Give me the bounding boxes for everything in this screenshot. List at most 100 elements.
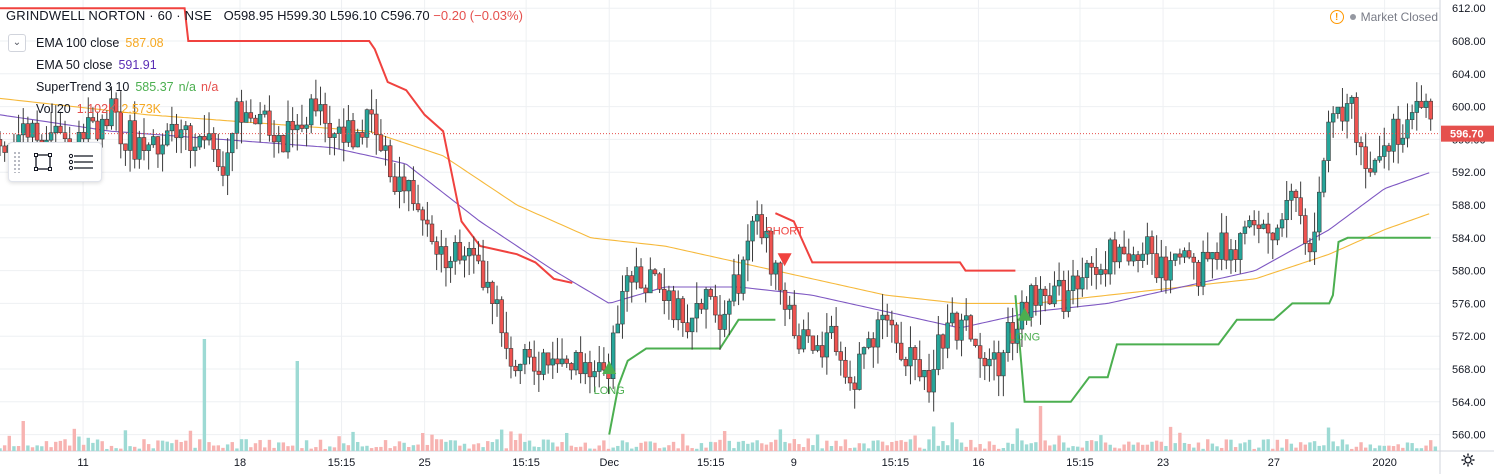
volume-bar: [574, 447, 578, 451]
market-status[interactable]: ! Market Closed: [1329, 10, 1438, 24]
volume-bar: [1182, 442, 1187, 451]
volume-bar: [453, 440, 457, 451]
volume-bar: [936, 445, 941, 451]
volume-bar: [1377, 445, 1382, 451]
candle-body: [192, 146, 198, 151]
y-tick-label: 608.00: [1452, 36, 1486, 48]
candle-body: [216, 149, 221, 168]
volume-bar: [797, 444, 801, 451]
volume-bar: [337, 436, 341, 451]
candle-body: [1117, 246, 1122, 263]
legend-row-volume[interactable]: Vol 20 1.102K 2.573K: [8, 98, 218, 120]
candle-body: [959, 319, 964, 341]
candle-body: [346, 120, 351, 143]
legend-row-supertrend[interactable]: SuperTrend 3 10 585.37 n/a n/a: [8, 76, 218, 98]
candle-body: [875, 319, 881, 348]
volume-bar: [1178, 432, 1182, 451]
legend-row-ema100[interactable]: ⌄ EMA 100 close 587.08: [8, 32, 218, 54]
candle-body: [824, 332, 830, 358]
volume-bar: [1071, 446, 1075, 451]
candle-body: [583, 362, 588, 375]
volume-bar: [922, 448, 927, 451]
volume-bar: [913, 435, 917, 451]
volume-bar: [1410, 443, 1414, 451]
candle-body: [773, 262, 778, 275]
volume-bar: [1331, 441, 1335, 451]
volume-bar: [119, 448, 123, 451]
volume-bar: [918, 447, 922, 451]
volume-bar: [834, 440, 838, 451]
long-signal-label: LONG: [1009, 332, 1040, 344]
candle-body: [1400, 137, 1406, 145]
candle-body: [62, 132, 68, 140]
volume-bar: [1010, 443, 1015, 451]
volume-bar: [551, 442, 555, 451]
symbol-title[interactable]: GRINDWELL NORTON · 60 · NSE: [6, 8, 212, 23]
candle-body: [703, 289, 709, 310]
volume-bar: [1210, 443, 1215, 451]
candle-body: [262, 110, 267, 115]
volume-bar: [1382, 445, 1386, 451]
candle-body: [1029, 285, 1034, 318]
volume-bar: [290, 445, 295, 451]
long-signal-arrow: [602, 361, 617, 374]
volume-bar: [1089, 440, 1094, 451]
gear-icon[interactable]: [1460, 452, 1476, 468]
volume-bar: [1391, 446, 1396, 451]
candle-body: [411, 180, 416, 205]
candle-body: [1372, 159, 1378, 173]
volume-bar: [434, 439, 439, 451]
candle-body: [1219, 232, 1224, 260]
volume-bar: [379, 446, 383, 451]
volume-bar: [54, 441, 58, 451]
volume-bar: [727, 440, 731, 451]
volume-bar: [1433, 446, 1438, 451]
volume-bar: [230, 442, 234, 451]
volume-bar: [1164, 445, 1168, 451]
volume-bar: [1303, 444, 1307, 451]
candle-body: [86, 117, 91, 140]
volume-bar: [1373, 448, 1377, 451]
drag-handle[interactable]: [13, 151, 21, 173]
candle-body: [912, 347, 918, 360]
volume-bar: [769, 442, 773, 451]
candle-body: [629, 275, 634, 283]
volume-bar: [899, 440, 903, 451]
candle-body: [355, 132, 360, 148]
candle-body: [471, 247, 477, 256]
volume-bar: [374, 447, 378, 451]
candle-body: [322, 104, 328, 124]
volume-bar: [1266, 439, 1270, 451]
x-tick-label: 11: [77, 457, 88, 469]
candle-body: [1289, 190, 1294, 201]
candle-body: [439, 246, 444, 255]
volume-bar: [904, 441, 908, 451]
candle-body: [754, 214, 760, 222]
indicator-legend: ⌄ EMA 100 close 587.08 EMA 50 close 591.…: [8, 32, 218, 120]
candle-body: [610, 332, 616, 380]
volume-bar: [332, 447, 337, 451]
legend-row-ema50[interactable]: EMA 50 close 591.91: [8, 54, 218, 76]
candle-body: [1405, 119, 1410, 139]
candle-body: [123, 143, 128, 151]
volume-bar: [527, 440, 532, 451]
x-tick-label: 18: [234, 457, 246, 469]
volume-bar: [578, 446, 583, 451]
volume-bar: [955, 439, 959, 451]
volume-bar: [1062, 442, 1066, 451]
candle-body: [764, 230, 769, 239]
symbol-header: GRINDWELL NORTON · 60 · NSE O598.95 H599…: [6, 8, 523, 23]
rectangle-tool-icon[interactable]: [27, 147, 59, 177]
candle-body: [680, 298, 686, 323]
horizontal-lines-tool-icon[interactable]: [65, 147, 97, 177]
candle-body: [531, 356, 537, 372]
candle-body: [750, 220, 755, 242]
chevron-down-icon[interactable]: ⌄: [8, 34, 26, 52]
candle-body: [48, 132, 54, 141]
volume-bar: [416, 444, 420, 451]
candle-body: [508, 348, 514, 367]
candle-body: [819, 345, 825, 358]
short-signal-arrow: [777, 253, 792, 267]
candle-body: [81, 131, 86, 140]
